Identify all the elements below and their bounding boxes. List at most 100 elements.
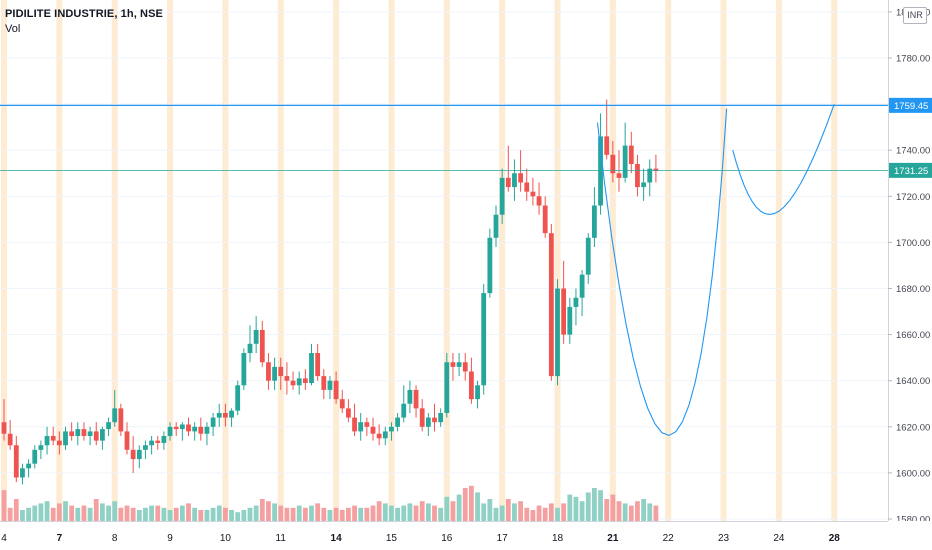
volume-bar [450, 501, 456, 521]
candle-body [653, 168, 659, 171]
candle-body [401, 403, 407, 418]
price-tick-label: 1640.00 [896, 376, 930, 387]
candle [93, 422, 99, 446]
candle-body [241, 353, 247, 386]
candle [407, 380, 413, 413]
volume-bar [598, 490, 603, 521]
volume-bar [327, 510, 333, 521]
candle [413, 385, 419, 418]
price-marker-label: 1759.45 [894, 101, 928, 112]
volume-bar [469, 485, 474, 521]
candle-body [81, 429, 87, 437]
price-tick-label: 1680.00 [896, 284, 930, 295]
time-tick-label: 17 [497, 533, 509, 544]
candle [438, 408, 444, 427]
candle-body [210, 417, 216, 427]
volume-bar [413, 505, 419, 521]
volume-bar [7, 507, 13, 521]
candle-body [87, 431, 93, 437]
candle-body [235, 385, 241, 411]
candle-body [475, 385, 480, 400]
candle [641, 168, 646, 201]
price-tick-label: 1740.00 [896, 146, 930, 157]
candle-body [481, 293, 487, 386]
volume-bar [346, 507, 351, 521]
volume-bar [604, 499, 610, 521]
time-tick-label: 8 [112, 533, 118, 544]
candle [50, 426, 56, 446]
price-tick-label: 1580.00 [896, 515, 930, 526]
candle [167, 422, 173, 441]
candle-body [204, 426, 210, 434]
volume-bar [653, 505, 659, 521]
candle-body [339, 399, 345, 409]
volume-bar [143, 507, 148, 521]
time-tick-label: 22 [663, 533, 675, 544]
candle-body [56, 440, 62, 446]
volume-bar [235, 512, 241, 521]
candle-body [186, 424, 191, 432]
time-tick-label: 16 [441, 533, 453, 544]
volume-bar [647, 503, 653, 521]
candle-body [346, 408, 351, 418]
candle-body [266, 362, 271, 381]
candle-body [641, 182, 646, 188]
volume-bar [401, 505, 407, 521]
volume-bar [259, 499, 265, 521]
candle [462, 353, 468, 381]
candle [106, 417, 111, 437]
volume-bar [44, 501, 50, 521]
candle-body [253, 329, 259, 344]
candle [555, 279, 560, 386]
symbol-title[interactable]: PIDILITE INDUSTRIE, 1h, NSE [5, 8, 163, 20]
volume-bar [389, 505, 394, 521]
candle-body [493, 214, 499, 238]
candle [309, 343, 314, 386]
price-tick-label: 1780.00 [896, 54, 930, 65]
candle [229, 408, 234, 427]
volume-bar [567, 494, 573, 521]
volume-bar [548, 503, 554, 521]
time-axis[interactable]: 4 7 8 9 10 11 14 15 16 17 18 21 22 23 24 28 [0, 521, 932, 550]
volume-bar [339, 510, 345, 521]
candle [622, 122, 628, 183]
currency-badge[interactable]: INR [903, 7, 927, 24]
candle [20, 463, 25, 485]
candle [444, 353, 450, 418]
candle [573, 288, 579, 326]
time-tick-label: 11 [276, 533, 287, 544]
session-band [388, 0, 395, 521]
candle [425, 412, 431, 437]
volume-bar [395, 507, 400, 521]
candle-body [364, 422, 370, 427]
candle-body [216, 412, 222, 418]
candle-body [389, 426, 394, 432]
volume-bar [432, 505, 437, 521]
session-band [56, 0, 63, 521]
candle-body [628, 145, 634, 165]
price-axis[interactable]: 1580.00 1600.00 1620.00 1640.00 1660.00 1680.… [888, 0, 932, 550]
candle-body [192, 426, 198, 432]
volume-bar [93, 499, 99, 521]
candle [38, 440, 44, 460]
time-tick-label: 9 [167, 533, 173, 544]
candle [604, 99, 610, 160]
candle [87, 426, 93, 446]
candle [542, 196, 548, 238]
volume-label[interactable]: Vol [5, 23, 21, 35]
candle [505, 145, 511, 192]
drawings[interactable] [0, 103, 888, 437]
candle [321, 369, 327, 400]
volume-bar [229, 510, 234, 521]
candle-body [136, 449, 142, 460]
candle [315, 343, 321, 381]
volume-bar [100, 503, 105, 521]
candle-body [376, 433, 382, 439]
candle [487, 228, 493, 298]
price-marker-bg [889, 97, 932, 113]
candle-body [419, 408, 425, 427]
volume-bar [542, 507, 548, 521]
volume-bar [149, 505, 154, 521]
candle [358, 412, 364, 441]
